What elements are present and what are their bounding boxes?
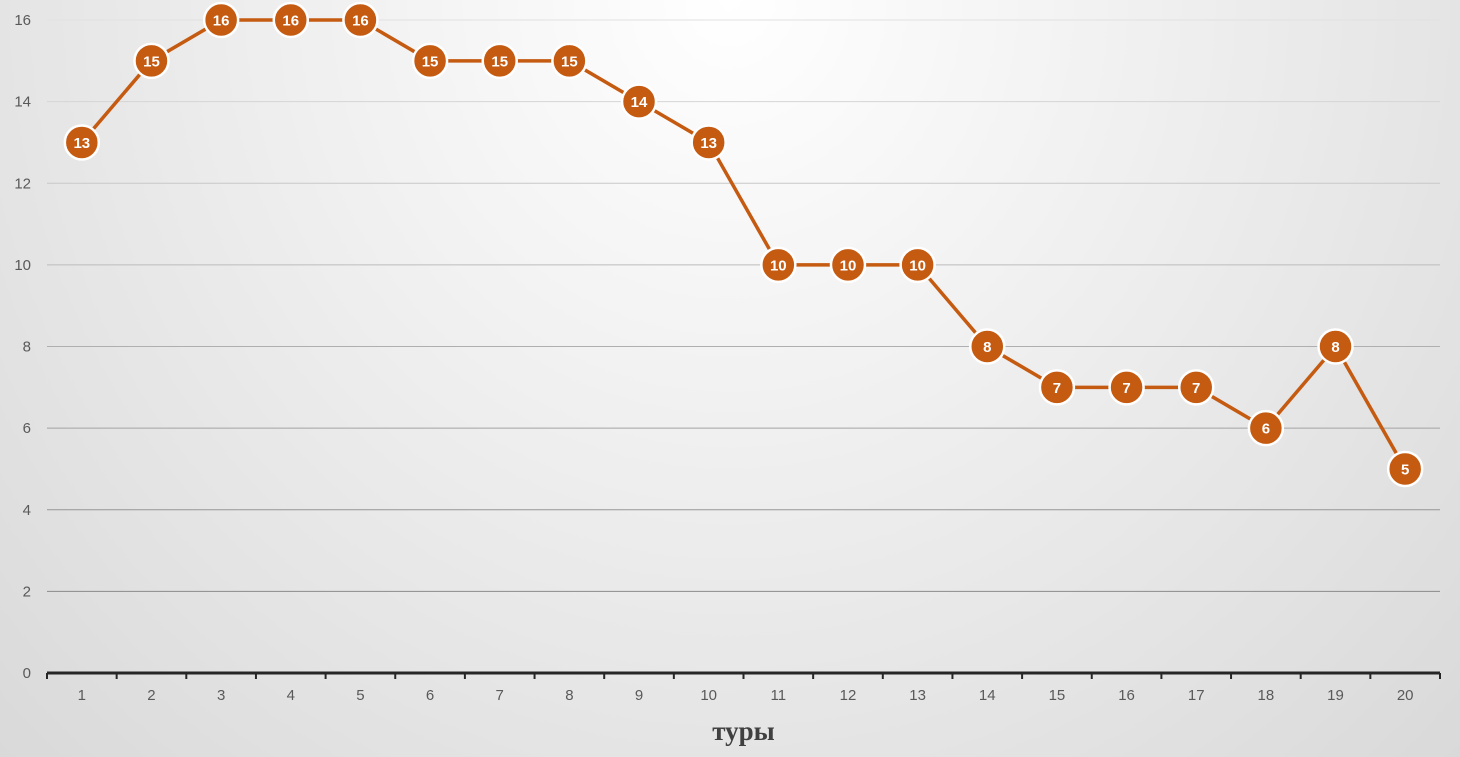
marker — [1386, 450, 1424, 488]
data-point-11: 10 — [760, 246, 797, 284]
x-tick-label-7: 7 — [496, 687, 504, 704]
marker — [1038, 369, 1076, 406]
data-point-12: 10 — [829, 246, 867, 284]
marker — [202, 1, 240, 39]
y-tick-label-10: 10 — [14, 257, 31, 274]
data-point-13: 10 — [899, 246, 936, 284]
x-tick-label-18: 18 — [1258, 687, 1275, 704]
data-point-18: 6 — [1247, 409, 1285, 447]
y-tick-label-12: 12 — [14, 175, 31, 192]
data-label: 7 — [1192, 380, 1200, 397]
x-axis-tick-marks — [46, 673, 1441, 679]
data-point-20: 5 — [1386, 450, 1424, 488]
y-tick-label-2: 2 — [23, 583, 31, 600]
x-tick-label-20: 20 — [1397, 687, 1414, 704]
x-tick-label-16: 16 — [1118, 687, 1135, 704]
marker — [829, 246, 867, 284]
x-tick-label-14: 14 — [979, 687, 996, 704]
data-point-1: 13 — [63, 124, 101, 161]
marker — [481, 42, 518, 80]
x-axis-tick-labels: 1 2 3 4 5 6 7 8 9 10 11 12 13 14 15 16 17 18 19 20 — [78, 687, 1414, 704]
data-label: 6 — [1262, 421, 1270, 438]
marker — [1247, 409, 1285, 447]
x-tick-label-10: 10 — [700, 687, 717, 704]
marker — [551, 42, 588, 80]
marker — [1317, 328, 1354, 365]
data-point-2: 15 — [133, 42, 170, 80]
data-point-6: 15 — [411, 42, 449, 80]
data-label: 8 — [983, 339, 991, 356]
data-point-8: 15 — [551, 42, 588, 80]
data-label: 7 — [1053, 380, 1061, 397]
data-point-15: 7 — [1038, 369, 1076, 406]
data-label: 10 — [840, 257, 857, 274]
x-axis-label: туры — [712, 716, 775, 746]
data-point-7: 15 — [481, 42, 518, 80]
marker — [272, 1, 310, 39]
y-axis-tick-labels: 0 2 4 6 8 10 12 14 16 — [14, 12, 31, 682]
x-tick-label-5: 5 — [356, 687, 364, 704]
x-tick-label-19: 19 — [1327, 687, 1344, 704]
data-label: 16 — [352, 13, 369, 30]
marker — [1108, 369, 1145, 406]
data-label: 16 — [282, 13, 299, 30]
marker — [411, 42, 449, 80]
marker — [133, 42, 170, 80]
data-point-19: 8 — [1317, 328, 1354, 365]
data-label: 7 — [1122, 380, 1130, 397]
data-label: 15 — [422, 53, 439, 70]
x-tick-label-3: 3 — [217, 687, 225, 704]
x-tick-label-17: 17 — [1188, 687, 1205, 704]
x-tick-label-2: 2 — [147, 687, 155, 704]
data-point-17: 7 — [1177, 369, 1215, 406]
y-tick-label-14: 14 — [14, 94, 31, 111]
data-points: 13 15 16 16 16 15 15 15 14 13 10 10 10 8 7 7 7 6 8 5 — [63, 1, 1424, 488]
data-point-5: 16 — [342, 1, 379, 39]
data-point-4: 16 — [272, 1, 310, 39]
y-tick-label-4: 4 — [23, 502, 31, 519]
data-point-14: 8 — [969, 328, 1006, 365]
data-label: 15 — [561, 53, 578, 70]
marker — [620, 83, 658, 120]
x-tick-label-6: 6 — [426, 687, 434, 704]
marker — [969, 328, 1006, 365]
data-label: 10 — [770, 257, 787, 274]
data-label: 8 — [1331, 339, 1339, 356]
x-tick-label-13: 13 — [909, 687, 926, 704]
data-label: 5 — [1401, 461, 1409, 478]
data-label: 13 — [700, 135, 717, 152]
gridlines — [47, 19, 1440, 592]
data-label: 15 — [491, 53, 508, 70]
marker — [342, 1, 379, 39]
x-tick-label-1: 1 — [78, 687, 86, 704]
x-tick-label-15: 15 — [1049, 687, 1066, 704]
data-point-3: 16 — [202, 1, 240, 39]
x-tick-label-4: 4 — [287, 687, 295, 704]
marker — [690, 124, 727, 161]
data-point-16: 7 — [1108, 369, 1145, 406]
data-label: 15 — [143, 53, 160, 70]
marker — [63, 124, 101, 161]
y-tick-label-8: 8 — [23, 339, 31, 356]
data-label: 10 — [909, 257, 926, 274]
data-point-10: 13 — [690, 124, 727, 161]
x-tick-label-12: 12 — [840, 687, 857, 704]
y-tick-label-16: 16 — [14, 12, 31, 29]
data-label: 16 — [213, 13, 230, 30]
y-tick-label-6: 6 — [23, 420, 31, 437]
x-tick-label-9: 9 — [635, 687, 643, 704]
data-point-9: 14 — [620, 83, 658, 120]
marker — [1177, 369, 1215, 406]
data-label: 13 — [73, 135, 90, 152]
x-tick-label-11: 11 — [771, 687, 787, 704]
data-label: 14 — [631, 94, 648, 111]
marker — [760, 246, 797, 284]
marker — [899, 246, 936, 284]
x-tick-label-8: 8 — [565, 687, 573, 704]
y-tick-label-0: 0 — [23, 665, 31, 682]
